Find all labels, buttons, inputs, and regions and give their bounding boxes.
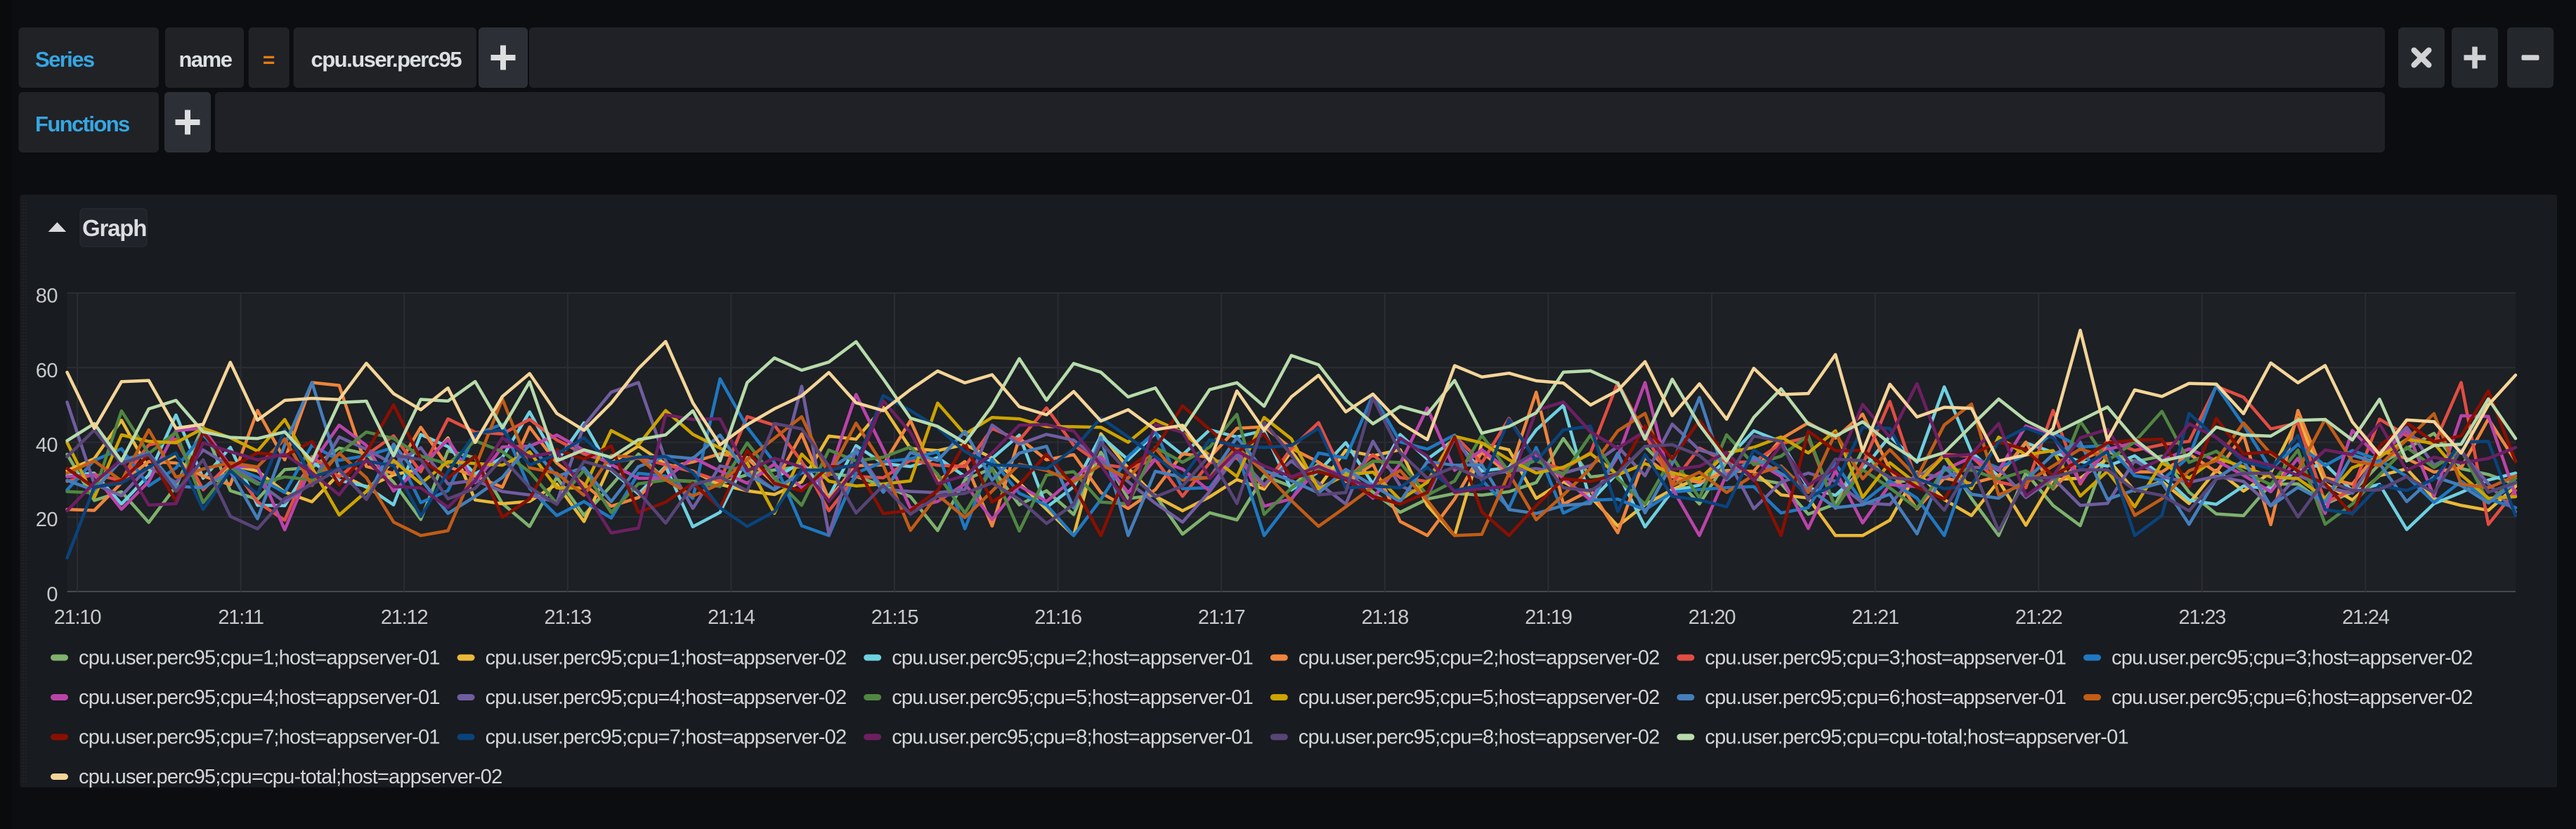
- svg-text:cpu.user.perc95;cpu=6;host=app: cpu.user.perc95;cpu=6;host=appserver-02: [2112, 686, 2473, 709]
- svg-text:cpu.user.perc95;cpu=7;host=app: cpu.user.perc95;cpu=7;host=appserver-01: [79, 726, 440, 749]
- svg-text:cpu.user.perc95;cpu=1;host=app: cpu.user.perc95;cpu=1;host=appserver-02: [486, 647, 847, 670]
- svg-text:cpu.user.perc95;cpu=8;host=app: cpu.user.perc95;cpu=8;host=appserver-01: [892, 726, 1253, 749]
- svg-text:21:14: 21:14: [708, 606, 755, 629]
- svg-text:cpu.user.perc95;cpu=3;host=app: cpu.user.perc95;cpu=3;host=appserver-01: [1705, 647, 2066, 670]
- svg-text:cpu.user.perc95;cpu=4;host=app: cpu.user.perc95;cpu=4;host=appserver-01: [79, 686, 440, 709]
- svg-text:cpu.user.perc95;cpu=5;host=app: cpu.user.perc95;cpu=5;host=appserver-01: [892, 686, 1253, 709]
- svg-text:cpu.user.perc95;cpu=2;host=app: cpu.user.perc95;cpu=2;host=appserver-01: [892, 647, 1253, 670]
- svg-text:21:11: 21:11: [218, 606, 263, 629]
- svg-text:cpu.user.perc95;cpu=cpu-total;: cpu.user.perc95;cpu=cpu-total;host=appse…: [1705, 726, 2128, 749]
- svg-text:21:13: 21:13: [545, 606, 592, 629]
- svg-text:cpu.user.perc95;cpu=7;host=app: cpu.user.perc95;cpu=7;host=appserver-02: [486, 726, 847, 749]
- svg-text:21:15: 21:15: [871, 606, 918, 629]
- svg-text:21:17: 21:17: [1198, 606, 1245, 629]
- svg-text:cpu.user.perc95;cpu=1;host=app: cpu.user.perc95;cpu=1;host=appserver-01: [79, 647, 440, 670]
- svg-text:cpu.user.perc95;cpu=3;host=app: cpu.user.perc95;cpu=3;host=appserver-02: [2112, 647, 2473, 670]
- svg-text:=: =: [263, 48, 275, 72]
- svg-text:20: 20: [36, 509, 58, 531]
- svg-text:21:22: 21:22: [2015, 606, 2062, 629]
- svg-text:21:10: 21:10: [54, 606, 101, 629]
- svg-text:Functions: Functions: [35, 112, 129, 136]
- svg-text:21:20: 21:20: [1689, 606, 1736, 629]
- svg-text:80: 80: [36, 285, 58, 308]
- svg-text:21:18: 21:18: [1362, 606, 1409, 629]
- svg-text:21:21: 21:21: [1852, 606, 1899, 629]
- svg-text:cpu.user.perc95: cpu.user.perc95: [311, 47, 462, 72]
- svg-text:cpu.user.perc95;cpu=6;host=app: cpu.user.perc95;cpu=6;host=appserver-01: [1705, 686, 2066, 709]
- svg-text:0: 0: [46, 584, 58, 606]
- svg-text:40: 40: [36, 434, 58, 457]
- svg-text:60: 60: [36, 360, 58, 382]
- svg-text:cpu.user.perc95;cpu=8;host=app: cpu.user.perc95;cpu=8;host=appserver-02: [1299, 726, 1660, 749]
- svg-text:21:16: 21:16: [1034, 606, 1081, 629]
- svg-text:cpu.user.perc95;cpu=5;host=app: cpu.user.perc95;cpu=5;host=appserver-02: [1299, 686, 1660, 709]
- svg-text:21:12: 21:12: [381, 606, 428, 629]
- svg-text:21:24: 21:24: [2342, 606, 2390, 629]
- svg-text:cpu.user.perc95;cpu=2;host=app: cpu.user.perc95;cpu=2;host=appserver-02: [1299, 647, 1660, 670]
- svg-text:name: name: [179, 47, 233, 72]
- svg-text:Graph: Graph: [82, 215, 146, 241]
- svg-text:cpu.user.perc95;cpu=4;host=app: cpu.user.perc95;cpu=4;host=appserver-02: [486, 686, 847, 709]
- svg-text:cpu.user.perc95;cpu=cpu-total;: cpu.user.perc95;cpu=cpu-total;host=appse…: [79, 766, 502, 788]
- svg-text:Series: Series: [35, 47, 94, 72]
- svg-text:21:23: 21:23: [2179, 606, 2226, 629]
- svg-text:21:19: 21:19: [1525, 606, 1572, 629]
